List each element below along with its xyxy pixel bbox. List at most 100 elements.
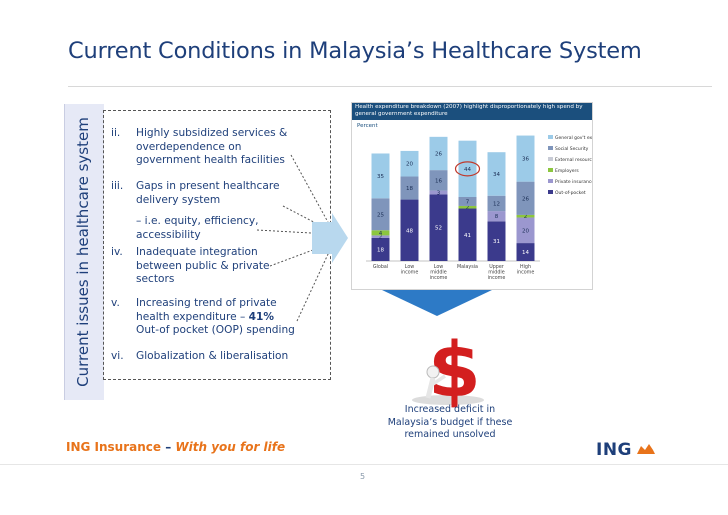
category-label: Low middle income: [430, 264, 448, 281]
bar-segment: [487, 152, 506, 196]
bar-value-label: 16: [435, 178, 442, 184]
item-number: iii.: [111, 180, 124, 192]
health-expenditure-chart: Health expenditure breakdown (2007) high…: [352, 103, 592, 289]
dollar-sign-figure: $: [400, 318, 490, 414]
item-text: Highly subsidized services & overdepende…: [136, 127, 288, 166]
bar-value-label: 2: [466, 205, 470, 211]
bar-value-label: 52: [435, 226, 442, 232]
bar-segment: [487, 211, 506, 222]
legend-label: General gov't expenditure: [555, 135, 592, 141]
bar-segment: [458, 140, 477, 197]
ing-insurance-brand: ING Insurance – With you for life: [66, 440, 285, 454]
bar-segment: [458, 205, 477, 209]
ing-logo: ING: [596, 440, 657, 460]
bar-value-label: 34: [493, 172, 500, 178]
bar-segment: [400, 176, 419, 200]
bar-value-label: 2: [524, 214, 528, 220]
bar-segment: [487, 195, 506, 212]
legend-label: External resources: [555, 157, 592, 163]
bar-value-label: 4: [379, 231, 383, 237]
category-label: Malaysia: [457, 264, 478, 270]
down-arrow-icon: [382, 290, 492, 316]
bar-segment: [516, 217, 535, 244]
item-number: iv.: [111, 246, 123, 258]
legend-label: Employers: [555, 168, 579, 174]
bar-value-label: 18: [406, 186, 413, 192]
bar-value-label: 36: [522, 157, 529, 163]
category-label: High income: [517, 264, 535, 276]
malaysia-highlight: [454, 161, 481, 177]
ing-logo-text: ING: [596, 440, 633, 460]
bar-value-label: 31: [493, 239, 500, 245]
legend-swatch: [548, 135, 553, 139]
issue-item-v: v. Increasing trend of private health exp…: [111, 297, 301, 338]
bar-segment: [516, 181, 535, 215]
footer-rule: [0, 464, 728, 465]
lion-icon: [637, 444, 656, 454]
bar-segment: [429, 136, 448, 171]
bar-segment: [371, 237, 390, 261]
deficit-caption: Increased deficit in Malaysia’s budget i…: [387, 404, 513, 440]
legend-swatch: [548, 157, 553, 161]
bar-segment: [371, 230, 390, 236]
issue-item-vi: vi. Globalization & liberalisation: [111, 350, 301, 364]
item-text: Inadequate integration between public & …: [136, 246, 270, 285]
bar-segment: [429, 190, 448, 195]
chart-header: Health expenditure breakdown (2007) high…: [352, 103, 592, 120]
bar-segment: [458, 208, 477, 261]
bar-value-label: 35: [377, 174, 384, 180]
bar-value-label: 2: [379, 235, 383, 241]
issue-item-ii: ii. Highly subsidized services & overdepe…: [111, 127, 301, 168]
bar-segment: [487, 221, 506, 261]
bar-segment: [516, 243, 535, 261]
bar-value-label: 20: [522, 228, 529, 234]
legend-label: Out-of-pocket: [555, 190, 586, 196]
bar-value-label: 18: [377, 247, 384, 253]
legend-label: Private insurance: [555, 179, 592, 185]
bar-segment: [400, 150, 419, 177]
page-number: 5: [360, 472, 366, 481]
bar-value-label: 26: [435, 151, 442, 157]
bar-segment: [371, 153, 390, 199]
issue-subitem: – i.e. equity, efficiency, accessibility: [136, 215, 259, 241]
bar-value-label: 20: [406, 162, 413, 168]
brand-dash: –: [161, 440, 176, 454]
legend-swatch: [548, 190, 553, 194]
bar-value-label: 7: [466, 199, 470, 205]
legend-label: Social Security: [555, 146, 589, 152]
bar-value-label: 44: [464, 167, 471, 173]
item-text: Globalization & liberalisation: [136, 350, 289, 362]
chart-unit: Percent: [357, 123, 378, 129]
item-text-2: Out-of pocket (OOP) spending: [136, 324, 295, 336]
brand-slogan: With you for life: [175, 440, 286, 454]
legend-swatch: [548, 179, 553, 183]
dollar-icon: $: [412, 325, 484, 414]
bar-value-label: 26: [522, 196, 529, 202]
bar-value-label: 12: [493, 201, 500, 207]
legend-swatch: [548, 168, 553, 172]
category-label: Upper middle income: [488, 264, 506, 281]
category-label: Global: [373, 264, 388, 270]
bar-segment: [429, 194, 448, 261]
item-text: Gaps in present healthcare delivery syst…: [136, 180, 280, 206]
bar-segment: [371, 235, 390, 238]
sidebar-band: [64, 104, 104, 400]
bar-segment: [371, 198, 390, 231]
bar-segment: [516, 214, 535, 218]
issue-item-iii: iii. Gaps in present healthcare delivery …: [111, 180, 301, 207]
bar-value-label: 14: [522, 250, 529, 256]
bar-value-label: 25: [377, 212, 384, 218]
bar-value-label: 3: [437, 191, 441, 197]
right-arrow-icon: [312, 213, 348, 263]
oop-percent: 41%: [248, 310, 275, 323]
bar-segment: [400, 199, 419, 261]
item-number: ii.: [111, 127, 121, 139]
slide-title: Current Conditions in Malaysia’s Healthc…: [68, 38, 642, 64]
item-number: v.: [111, 297, 120, 309]
legend-swatch: [548, 146, 553, 150]
title-rule: [68, 86, 712, 87]
issue-item-iv: iv. Inadequate integration between public…: [111, 246, 301, 287]
bar-segment: [429, 170, 448, 191]
